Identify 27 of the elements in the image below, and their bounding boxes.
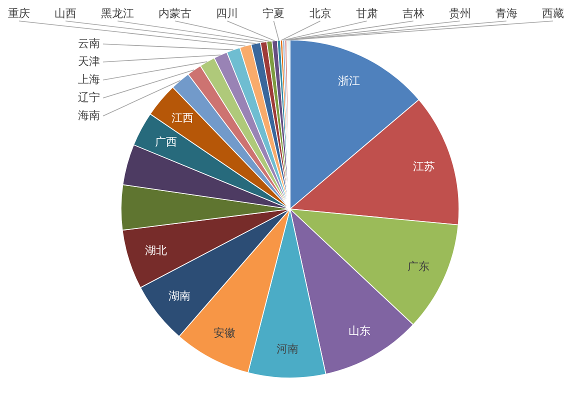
slice-label: 江西 — [171, 112, 194, 124]
slice-label: 河南 — [276, 342, 298, 356]
slice-label: 山东 — [348, 324, 370, 338]
slice-label: 天津 — [78, 55, 100, 68]
slice-label: 安徽 — [214, 326, 236, 340]
slice-label: 北京 — [309, 7, 332, 20]
slice-label: 湖南 — [168, 289, 191, 302]
slice-label: 青海 — [495, 7, 518, 20]
slice-label: 宁夏 — [262, 7, 285, 20]
slice-label: 西藏 — [542, 7, 564, 20]
slice-label: 山西 — [54, 7, 77, 20]
slice-label: 贵州 — [448, 7, 471, 20]
slice-label: 云南 — [78, 37, 100, 50]
slice-label: 广东 — [407, 260, 430, 273]
slice-label: 湖北 — [144, 244, 167, 258]
slice-label: 四川 — [216, 7, 238, 20]
slice-label: 浙江 — [338, 74, 360, 88]
slice-label: 吉林 — [402, 7, 424, 20]
slice-label: 海南 — [78, 109, 100, 122]
slice-label: 江苏 — [413, 160, 436, 173]
slice-label: 内蒙古 — [158, 7, 192, 20]
slice-label: 黑龙江 — [101, 7, 134, 20]
slice-label: 甘肃 — [356, 7, 378, 20]
slice-label: 上海 — [78, 73, 100, 86]
slice-label: 广西 — [155, 135, 178, 148]
slice-label: 辽宁 — [78, 91, 100, 104]
slice-label: 重庆 — [8, 7, 30, 20]
